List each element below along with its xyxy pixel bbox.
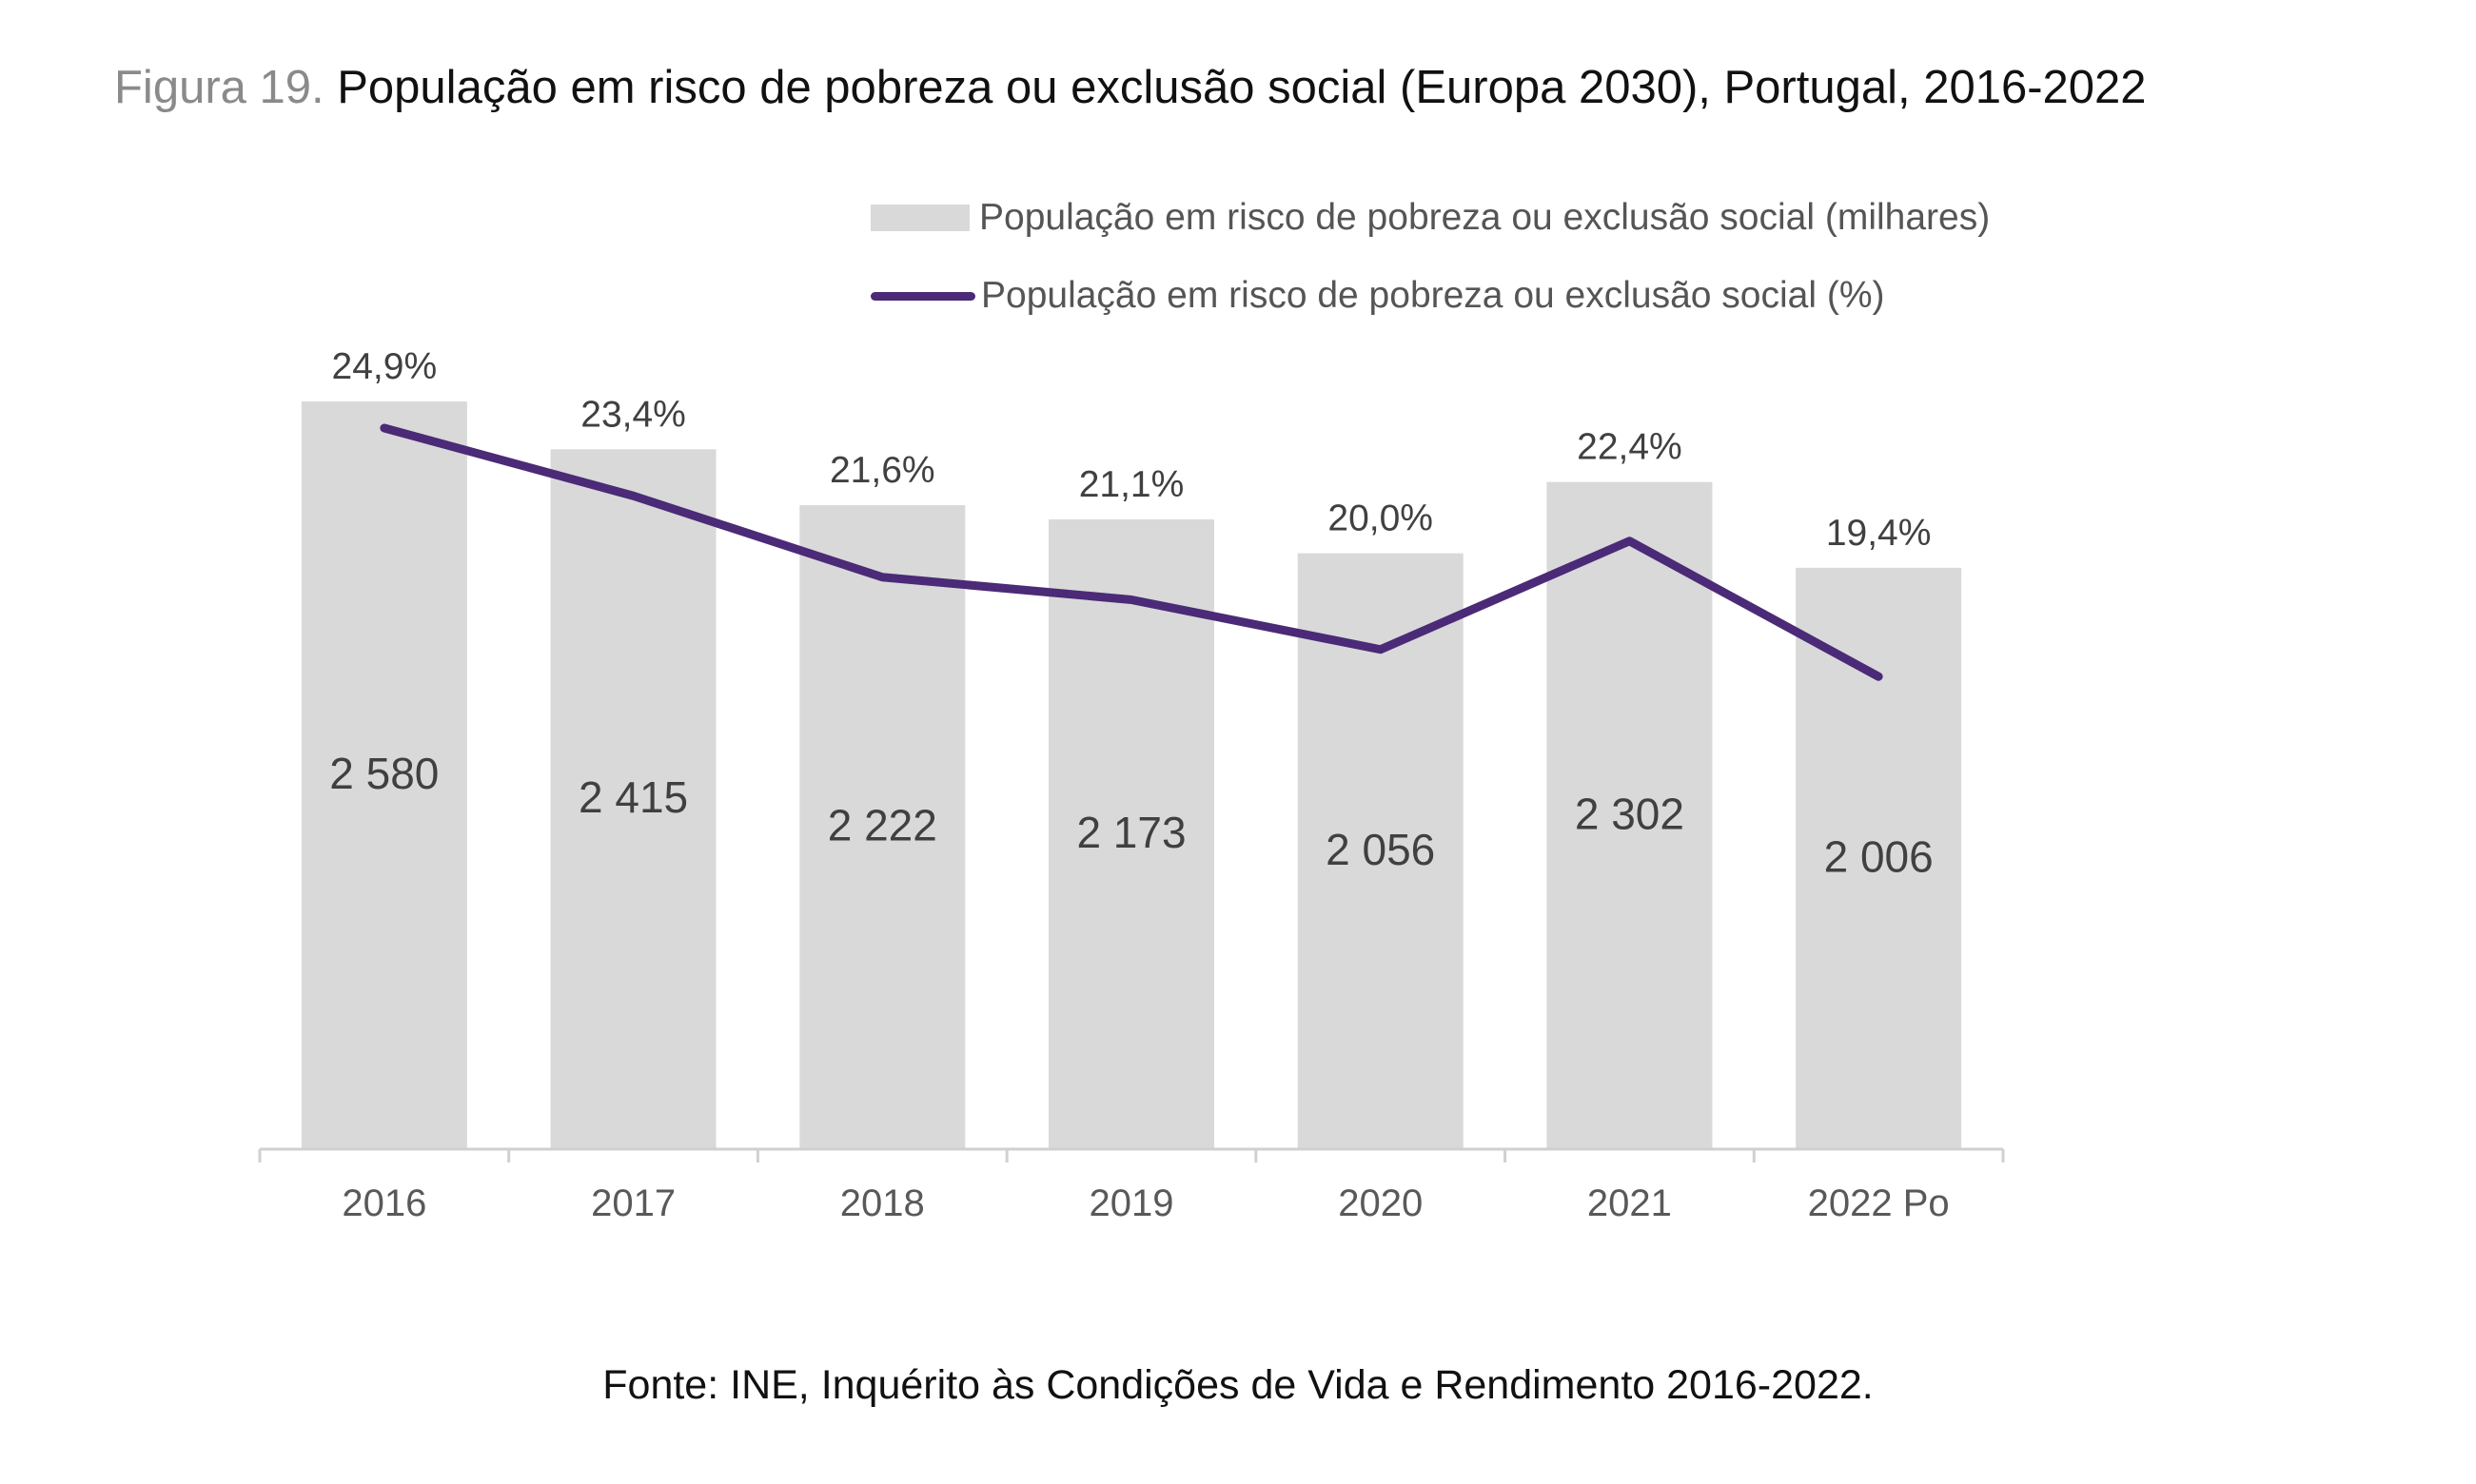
line-value-label: 22,4% [1577, 427, 1682, 468]
legend-line-swatch [871, 291, 975, 301]
line-value-label: 21,6% [830, 450, 935, 491]
bar-2019 [1049, 518, 1214, 1149]
x-tick-label: 2018 [840, 1182, 925, 1224]
x-tick-label: 2017 [591, 1182, 676, 1224]
source-note: Fonte: INE, Inquérito às Condições de Vi… [602, 1362, 1874, 1408]
legend-item-bars: População em risco de pobreza ou exclusã… [871, 189, 1990, 246]
figure-number: Figura 19. [114, 62, 324, 113]
bar-value-label: 2 173 [1076, 808, 1186, 857]
bar-value-label: 2 222 [828, 801, 937, 850]
bar-2021 [1546, 481, 1713, 1150]
legend-line-label: População em risco de pobreza ou exclusã… [981, 275, 1885, 316]
legend-bar-swatch [871, 205, 970, 231]
bar-2016 [301, 401, 467, 1149]
bar-value-label: 2 580 [329, 749, 439, 798]
bar-2018 [799, 505, 966, 1149]
line-value-label: 21,1% [1079, 464, 1185, 505]
bar-value-label: 2 302 [1575, 789, 1684, 838]
x-tick-label: 2022 Po [1808, 1182, 1950, 1224]
line-value-label: 20,0% [1327, 498, 1433, 539]
x-tick-label: 2019 [1090, 1182, 1174, 1224]
bar-value-label: 2 056 [1326, 825, 1435, 874]
legend-item-line: População em risco de pobreza ou exclusã… [871, 267, 1885, 324]
line-value-label: 23,4% [580, 394, 686, 435]
x-tick-label: 2016 [342, 1182, 426, 1224]
line-value-label: 19,4% [1826, 513, 1932, 554]
line-value-label: 24,9% [332, 346, 438, 387]
bar-value-label: 2 006 [1824, 831, 1934, 881]
x-tick-label: 2020 [1338, 1182, 1423, 1224]
x-tick-label: 2021 [1587, 1182, 1672, 1224]
bar-value-label: 2 415 [579, 772, 688, 822]
legend-bar-label: População em risco de pobreza ou exclusã… [979, 197, 1991, 238]
chart-title: Figura 19. População em risco de pobreza… [114, 61, 2147, 114]
bar-2017 [550, 449, 717, 1149]
percent-line [380, 423, 1883, 681]
bar-2022-po [1796, 567, 1962, 1149]
figure-title: População em risco de pobreza ou exclusã… [337, 62, 2147, 113]
